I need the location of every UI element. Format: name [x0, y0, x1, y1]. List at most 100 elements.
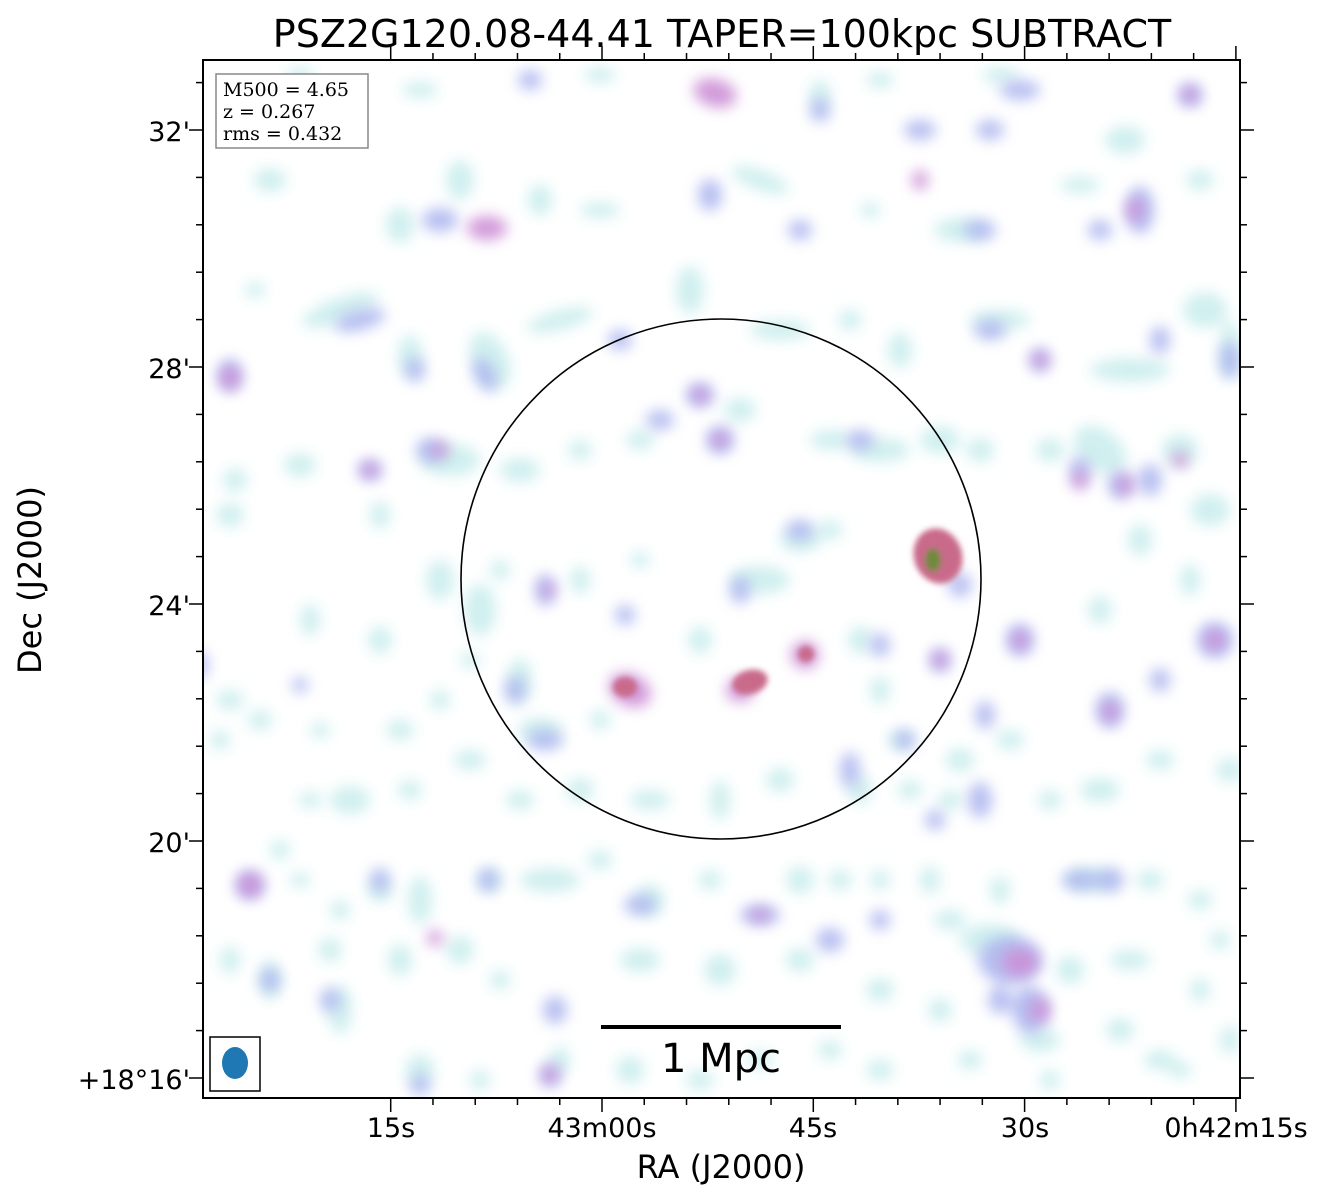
- emission-blob: [990, 876, 1010, 904]
- emission-blob: [1172, 452, 1188, 468]
- emission-blob: [904, 120, 936, 140]
- emission-blob: [982, 67, 1018, 83]
- emission-blob: [1088, 596, 1112, 624]
- emission-blob: [270, 840, 290, 860]
- emission-blob: [866, 72, 894, 88]
- emission-blob: [968, 782, 992, 818]
- r500-circle: [460, 318, 982, 840]
- emission-blob: [948, 573, 972, 597]
- emission-blob: [860, 202, 880, 218]
- emission-blob: [402, 82, 438, 98]
- emission-blob: [1032, 352, 1048, 368]
- emission-blob: [1096, 868, 1124, 892]
- emission-blob: [388, 944, 412, 976]
- emission-blob: [630, 552, 650, 568]
- emission-blob: [1040, 1070, 1060, 1090]
- emission-blob: [848, 626, 872, 654]
- y-tick-label: 24': [148, 591, 190, 622]
- emission-blob: [223, 468, 247, 492]
- emission-blob: [284, 453, 316, 477]
- emission-blob: [712, 432, 728, 448]
- emission-blob: [386, 720, 414, 740]
- emission-blob: [988, 986, 1012, 1014]
- emission-blob: [996, 730, 1024, 750]
- emission-blob: [330, 786, 370, 814]
- emission-blob: [1128, 524, 1152, 556]
- emission-blob: [1138, 464, 1162, 496]
- x-tick-label: 0h42m15s: [1164, 1113, 1307, 1144]
- emission-blob: [1150, 668, 1170, 692]
- emission-blob: [1188, 890, 1212, 910]
- y-tick-label: 32': [148, 117, 190, 148]
- emission-blob: [1168, 1062, 1192, 1078]
- emission-blob: [245, 282, 265, 298]
- y-axis-ticks: [189, 81, 1254, 1079]
- emission-blob: [426, 560, 454, 600]
- emission-blob: [704, 954, 736, 986]
- emission-blob: [542, 1067, 558, 1083]
- emission-blob: [888, 332, 912, 368]
- info-redshift: z = 0.267: [223, 101, 315, 123]
- emission-blob: [1000, 80, 1040, 100]
- emission-blob: [260, 968, 280, 992]
- emission-blob: [1210, 930, 1230, 950]
- emission-blob: [920, 866, 940, 894]
- emission-blob: [203, 652, 208, 678]
- emission-blob: [446, 936, 474, 964]
- emission-blob: [238, 873, 262, 897]
- emission-blob: [730, 576, 750, 604]
- emission-blob: [248, 710, 272, 730]
- emission-blob: [870, 676, 890, 704]
- emission-blob: [1080, 778, 1120, 802]
- emission-blob: [912, 170, 928, 190]
- emission-blob: [298, 792, 322, 808]
- emission-blob: [1030, 998, 1050, 1022]
- emission-blob: [300, 604, 320, 636]
- emission-blob: [692, 387, 708, 403]
- emission-blob: [976, 120, 1004, 140]
- emission-blob: [334, 308, 386, 332]
- emission-blob: [616, 1056, 644, 1084]
- emission-blob: [386, 207, 414, 243]
- emission-blob: [846, 430, 874, 450]
- emission-blob: [1183, 292, 1227, 328]
- emission-blob: [1102, 702, 1118, 722]
- emission-blob: [1060, 177, 1100, 193]
- emission-blob: [786, 866, 814, 894]
- emission-blob: [1090, 358, 1170, 382]
- emission-blob: [946, 748, 974, 772]
- emission-blob: [838, 310, 862, 330]
- emission-blob: [788, 220, 812, 240]
- emission-blob: [613, 677, 637, 697]
- emission-blob: [1216, 758, 1240, 782]
- emission-blob: [818, 520, 842, 540]
- emission-blob: [490, 970, 510, 990]
- emission-blob: [1127, 198, 1143, 222]
- emission-blob: [470, 1070, 490, 1090]
- emission-blob: [590, 710, 610, 730]
- y-tick-label: 20': [148, 828, 190, 859]
- emission-blob: [724, 398, 756, 422]
- emission-blob: [320, 988, 340, 1012]
- scale-bar: 1 Mpc: [601, 1025, 841, 1082]
- emission-blob: [1150, 326, 1170, 354]
- emission-blob: [505, 676, 525, 704]
- emission-blob: [1038, 790, 1062, 810]
- emission-blob: [676, 266, 704, 314]
- emission-blob: [410, 1075, 430, 1095]
- emission-blob: [786, 520, 814, 540]
- emission-blob: [698, 179, 722, 211]
- y-axis-label: Dec (J2000): [11, 486, 49, 674]
- emission-blob: [1110, 950, 1150, 970]
- x-axis-label: RA (J2000): [637, 1148, 806, 1186]
- emission-blob: [370, 868, 390, 892]
- emission-blob: [1062, 870, 1098, 890]
- emission-blob: [318, 938, 342, 962]
- emission-blob: [568, 440, 592, 460]
- emission-blob: [1220, 342, 1240, 378]
- emission-blob: [446, 160, 474, 200]
- emission-blob: [478, 868, 498, 892]
- emission-blob: [464, 584, 496, 636]
- emission-blob: [1106, 1018, 1134, 1042]
- emission-blob: [1220, 1026, 1240, 1054]
